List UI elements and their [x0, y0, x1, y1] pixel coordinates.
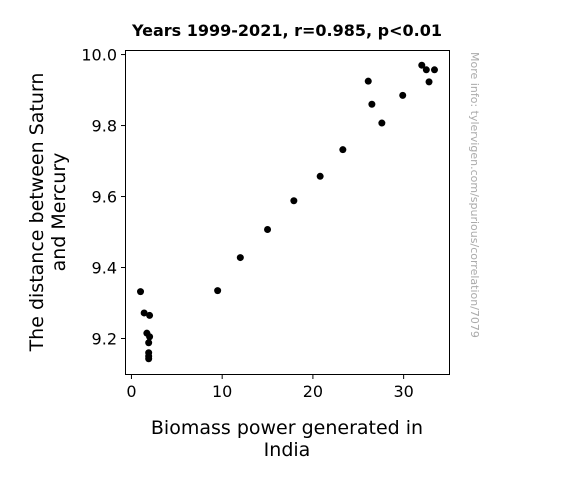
data-point — [422, 66, 430, 74]
y-axis: 9.2 9.4 9.6 9.8 10.0 — [81, 46, 126, 349]
data-point — [137, 288, 145, 296]
x-axis-label-line-1: Biomass power generated in — [151, 417, 423, 439]
y-tick-label: 9.2 — [92, 330, 117, 349]
data-point — [140, 309, 148, 317]
data-point — [364, 77, 372, 85]
data-point — [236, 254, 244, 262]
data-point — [264, 226, 272, 234]
x-axis-label-line-2: India — [264, 439, 311, 461]
data-point — [146, 311, 154, 319]
data-point — [145, 339, 153, 347]
data-point — [145, 355, 153, 363]
data-point — [290, 197, 298, 205]
data-point — [425, 78, 433, 86]
y-tick-label: 9.8 — [92, 117, 117, 136]
y-axis-label-line-1: The distance between Saturn — [26, 73, 48, 353]
x-tick-label: 30 — [393, 382, 413, 401]
data-point — [430, 66, 438, 74]
x-axis: 0 10 20 30 — [126, 374, 414, 401]
data-point — [316, 172, 324, 180]
x-tick-label: 20 — [303, 382, 323, 401]
plot-area — [125, 50, 450, 375]
chart-title: Years 1999-2021, r=0.985, p<0.01 — [131, 21, 442, 40]
x-tick-label: 10 — [212, 382, 232, 401]
data-points — [137, 61, 438, 363]
y-tick-label: 9.4 — [92, 259, 117, 278]
data-point — [146, 333, 154, 341]
watermark-text: More info: tylervigen.com/spurious/corre… — [468, 52, 481, 338]
y-axis-label-line-2: and Mercury — [48, 153, 70, 272]
data-point — [368, 100, 376, 108]
x-tick-label: 0 — [126, 382, 136, 401]
data-point — [214, 287, 222, 295]
data-point — [418, 61, 426, 69]
data-point — [339, 146, 347, 154]
y-tick-label: 9.6 — [92, 188, 117, 207]
data-point — [399, 91, 407, 99]
data-point — [378, 119, 386, 127]
plot-frame — [125, 50, 450, 375]
y-tick-label: 10.0 — [81, 46, 117, 65]
